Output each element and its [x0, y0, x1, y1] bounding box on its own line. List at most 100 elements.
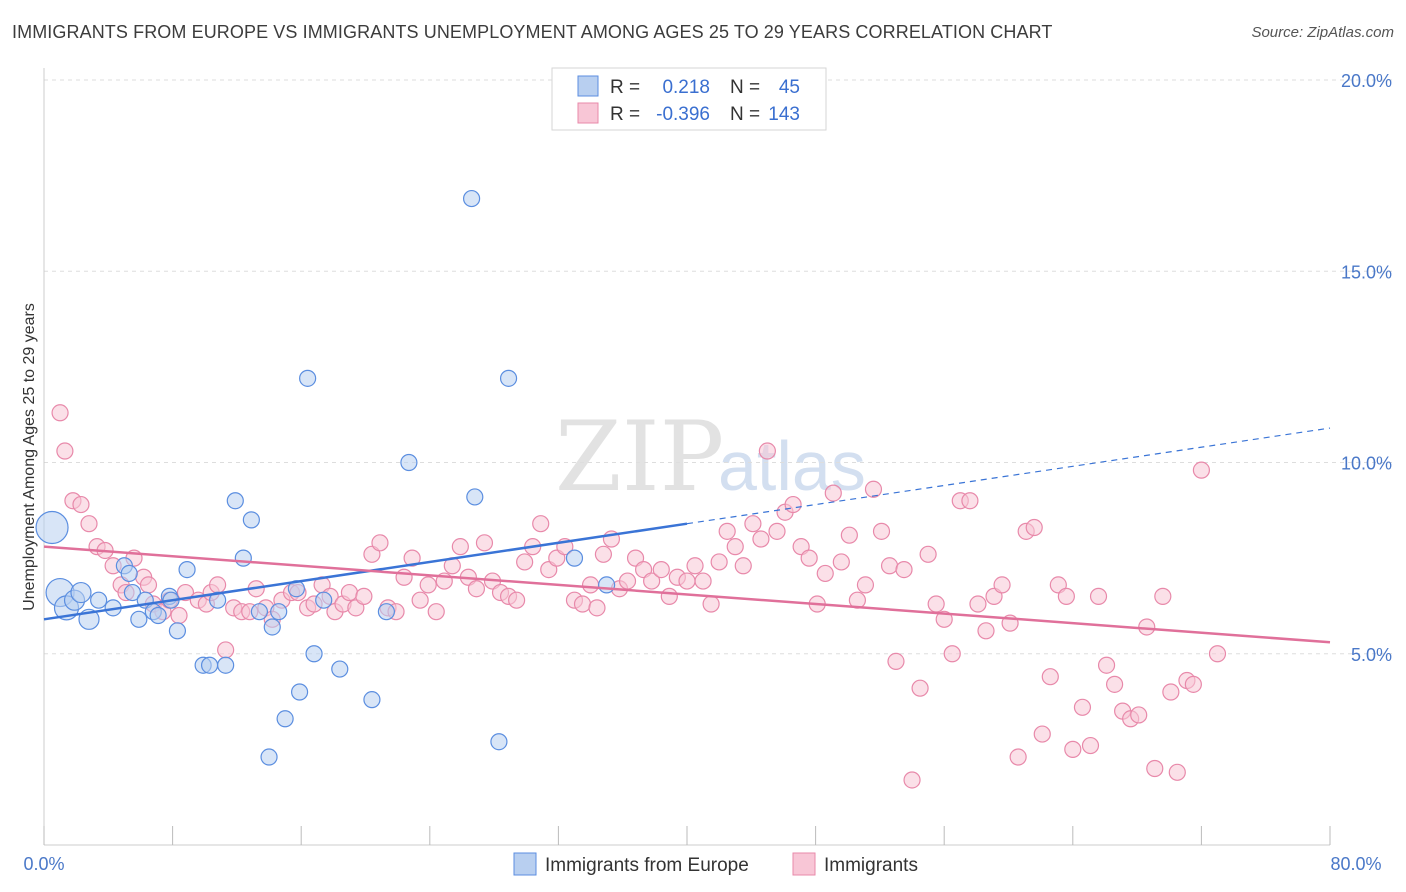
point-europe — [217, 656, 235, 674]
point-immigrants — [1105, 675, 1124, 693]
bottom-legend-label-immigrants: Immigrants — [824, 855, 918, 876]
point-immigrants — [824, 484, 842, 502]
point-immigrants — [1168, 763, 1186, 781]
point-immigrants — [872, 522, 891, 540]
point-immigrants — [516, 553, 534, 571]
point-europe — [305, 645, 323, 663]
point-europe — [270, 603, 288, 621]
point-europe — [598, 576, 616, 594]
point-immigrants — [618, 572, 637, 590]
point-immigrants — [427, 603, 445, 621]
legend-n-label-europe: N = — [730, 77, 760, 98]
point-europe — [276, 710, 294, 728]
y-tick-label: 10.0% — [1341, 454, 1392, 474]
point-immigrants — [1081, 736, 1100, 755]
chart-title: IMMIGRANTS FROM EUROPE VS IMMIGRANTS UNE… — [12, 22, 1053, 42]
point-immigrants — [573, 595, 592, 613]
point-immigrants — [1184, 675, 1202, 693]
point-immigrants — [475, 534, 494, 552]
point-immigrants — [581, 576, 600, 594]
point-europe — [120, 564, 138, 583]
point-immigrants — [800, 549, 818, 567]
point-immigrants — [895, 560, 913, 579]
point-immigrants — [678, 572, 696, 590]
point-immigrants — [1073, 698, 1092, 716]
point-immigrants — [660, 587, 678, 605]
point-immigrants — [80, 515, 98, 533]
point-immigrants — [419, 576, 437, 594]
point-immigrants — [395, 568, 413, 586]
legend-n-value-europe: 45 — [779, 77, 800, 98]
point-immigrants — [139, 576, 158, 594]
point-immigrants — [710, 553, 728, 571]
point-europe — [462, 189, 481, 208]
x-tick-label-min: 0.0% — [23, 854, 64, 874]
y-tick-labels: 5.0% 10.0% 15.0% 20.0% — [1341, 71, 1392, 665]
point-immigrants — [209, 576, 227, 594]
point-immigrants — [1009, 748, 1027, 766]
point-europe — [565, 549, 584, 567]
point-immigrants — [594, 545, 613, 563]
point-europe — [209, 591, 227, 609]
point-immigrants — [1162, 683, 1180, 701]
point-immigrants — [508, 591, 526, 609]
point-immigrants — [1146, 759, 1164, 778]
point-europe — [363, 691, 381, 709]
point-immigrants — [340, 583, 359, 602]
point-immigrants — [784, 495, 802, 514]
y-tick-label: 5.0% — [1351, 645, 1392, 665]
point-europe — [178, 560, 196, 579]
point-europe — [242, 511, 260, 529]
point-immigrants — [840, 526, 858, 544]
point-europe — [490, 733, 508, 751]
bottom-legend: Immigrants from Europe Immigrants — [513, 852, 918, 876]
point-immigrants — [694, 572, 712, 590]
x-ticks — [43, 826, 1331, 845]
point-europe — [315, 591, 333, 609]
point-immigrants — [768, 522, 786, 540]
point-immigrants — [1041, 668, 1059, 686]
y-axis-title: Unemployment Among Ages 25 to 29 years — [21, 303, 38, 611]
legend-r-value-europe: 0.218 — [662, 77, 710, 98]
gridlines — [44, 79, 1392, 655]
point-europe — [168, 622, 187, 640]
chart-source: Source: ZipAtlas.com — [1251, 24, 1394, 41]
point-immigrants — [652, 560, 670, 579]
point-europe — [499, 369, 518, 387]
series-europe-points — [35, 189, 616, 766]
point-immigrants — [969, 595, 987, 613]
point-immigrants — [726, 538, 744, 556]
point-immigrants — [1089, 587, 1108, 605]
point-immigrants — [864, 480, 883, 498]
point-europe — [263, 618, 281, 636]
point-immigrants — [935, 610, 953, 628]
point-immigrants — [832, 553, 850, 571]
point-immigrants — [903, 771, 921, 789]
point-immigrants — [355, 587, 373, 605]
point-immigrants — [467, 580, 486, 598]
trendlines — [43, 427, 1331, 644]
point-immigrants — [371, 534, 389, 552]
point-immigrants — [919, 545, 937, 563]
point-europe — [299, 369, 317, 387]
point-immigrants — [927, 595, 945, 613]
point-immigrants — [977, 622, 995, 640]
trendline-europe-extension — [686, 427, 1331, 525]
point-immigrants — [217, 641, 235, 659]
y-tick-label: 15.0% — [1341, 262, 1392, 282]
point-immigrants — [51, 404, 69, 422]
point-immigrants — [403, 549, 421, 567]
point-immigrants — [752, 530, 770, 548]
point-europe — [149, 606, 167, 625]
point-immigrants — [1097, 656, 1116, 674]
trendline-immigrants — [43, 545, 1331, 644]
point-immigrants — [411, 591, 429, 609]
point-immigrants — [816, 564, 834, 583]
point-europe — [226, 492, 244, 510]
point-immigrants — [1057, 587, 1075, 605]
x-tick-label-max: 80.0% — [1330, 854, 1381, 874]
point-immigrants — [1033, 725, 1051, 743]
point-immigrants — [72, 495, 90, 514]
point-europe — [331, 660, 349, 678]
legend-r-value-immigrants: -0.396 — [656, 104, 710, 125]
